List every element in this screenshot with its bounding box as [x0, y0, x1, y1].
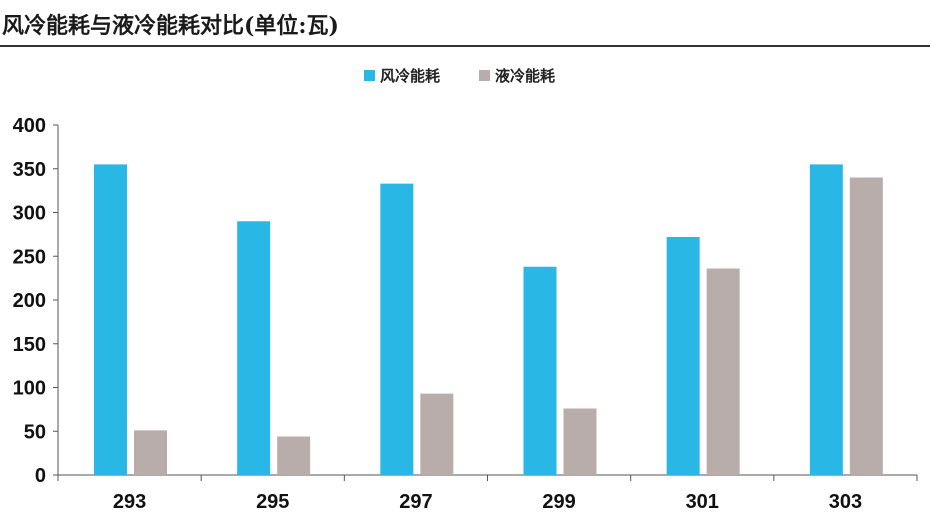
- bar-air-cooling-293: [94, 164, 127, 475]
- x-tick-label: 295: [256, 491, 289, 513]
- bar-liquid-cooling-295: [277, 436, 311, 475]
- axes: [53, 124, 918, 481]
- tick-labels: 0 50 100 150 200 250 300 350 400 293 295 297 299 301 3…: [13, 115, 862, 513]
- x-tick-label: 303: [829, 491, 862, 513]
- y-tick-label: 250: [13, 246, 46, 268]
- legend: 风冷能耗 液冷能耗: [364, 67, 555, 85]
- bar-liquid-cooling-293: [134, 430, 167, 475]
- bar-liquid-cooling-301: [706, 268, 740, 475]
- chart-title: 风冷能耗与液冷能耗对比(单位:瓦): [2, 13, 339, 39]
- y-tick-label: 400: [13, 115, 46, 137]
- bar-air-cooling-297: [380, 183, 414, 475]
- y-tick-label: 300: [13, 203, 46, 225]
- y-tick-label: 100: [13, 378, 46, 400]
- y-tick-label: 350: [13, 159, 46, 181]
- legend-swatch-liquid-cooling: [479, 70, 490, 81]
- y-tick-label: 0: [35, 465, 46, 487]
- bar-air-cooling-303: [809, 164, 843, 475]
- bar-liquid-cooling-297: [420, 393, 454, 475]
- title-divider: [0, 45, 930, 47]
- x-tick-label: 293: [113, 491, 146, 513]
- bar-liquid-cooling-299: [563, 408, 597, 475]
- bar-air-cooling-301: [666, 237, 700, 475]
- bar-air-cooling-299: [523, 266, 557, 475]
- y-tick-label: 50: [24, 421, 46, 443]
- bar-liquid-cooling-303: [849, 177, 883, 475]
- bar-air-cooling-295: [237, 221, 271, 475]
- bars: [94, 164, 883, 475]
- x-tick-label: 297: [399, 491, 432, 513]
- y-tick-label: 150: [13, 334, 46, 356]
- legend-label-air-cooling: 风冷能耗: [380, 67, 440, 85]
- legend-swatch-air-cooling: [364, 70, 375, 81]
- y-tick-label: 200: [13, 290, 46, 312]
- x-tick-label: 301: [686, 491, 719, 513]
- x-tick-label: 299: [542, 491, 575, 513]
- legend-label-liquid-cooling: 液冷能耗: [495, 67, 555, 85]
